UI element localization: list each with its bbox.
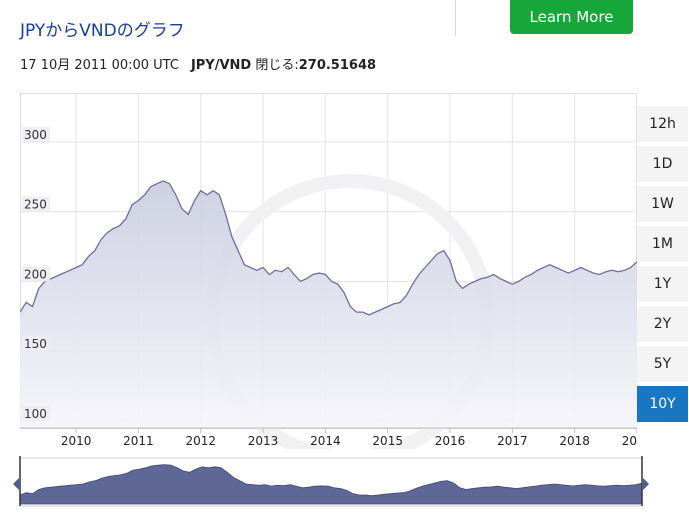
x-tick-label: 2013 — [248, 434, 279, 448]
series-area — [20, 180, 637, 428]
x-tick-label: 2011 — [123, 434, 154, 448]
y-tick-label: 100 — [24, 407, 47, 421]
x-tick-label: 2010 — [61, 434, 92, 448]
y-tick-bg — [22, 196, 50, 212]
y-tick-label: 300 — [24, 128, 47, 142]
range-button-1m[interactable]: 1M — [637, 226, 688, 262]
range-button-1w[interactable]: 1W — [637, 186, 688, 222]
navigator-handle-arrow — [643, 478, 649, 490]
y-tick-bg — [22, 336, 50, 352]
x-tick-label: 2012 — [185, 434, 216, 448]
range-navigator[interactable] — [12, 456, 651, 510]
y-tick-bg — [22, 266, 50, 282]
currency-pair: JPY/VND — [190, 58, 252, 73]
navigator-series — [19, 464, 643, 505]
close-value: 270.51648 — [298, 58, 377, 73]
learn-more-button[interactable]: Learn More — [510, 0, 633, 34]
close-label: 閉じる: — [255, 58, 299, 73]
x-tick-label: 2016 — [435, 434, 466, 448]
navigator-handle-arrow — [13, 478, 19, 490]
rate-info: 17 10月 2011 00:00 UTC JPY/VND 閉じる:270.516… — [20, 54, 376, 73]
navigator-handle-right[interactable] — [641, 456, 649, 506]
range-button-1d[interactable]: 1D — [637, 146, 688, 182]
y-tick-label: 250 — [24, 198, 47, 212]
header-divider — [455, 0, 456, 36]
x-tick-label: 2015 — [372, 434, 403, 448]
range-button-12h[interactable]: 12h — [637, 106, 688, 142]
navigator-handle-left[interactable] — [13, 456, 21, 506]
y-tick-label: 150 — [24, 337, 47, 351]
timestamp: 17 10月 2011 00:00 UTC — [20, 58, 179, 73]
range-button-5y[interactable]: 5Y — [637, 346, 688, 382]
series-line — [20, 180, 637, 316]
x-tick-label: 2019 — [622, 434, 637, 448]
range-button-10y[interactable]: 10Y — [637, 386, 688, 422]
y-tick-bg — [22, 126, 50, 142]
rate-chart[interactable]: 100 150 200 250 300 2010 2011 2012 2013 2014 2015 2… — [20, 93, 637, 449]
y-tick-bg — [22, 406, 50, 422]
range-button-1y[interactable]: 1Y — [637, 266, 688, 302]
x-tick-label: 2014 — [310, 434, 341, 448]
page-title: JPYからVNDのグラフ — [20, 21, 185, 41]
x-tick-label: 2018 — [559, 434, 590, 448]
y-tick-label: 200 — [24, 267, 47, 281]
range-button-2y[interactable]: 2Y — [637, 306, 688, 342]
x-tick-label: 2017 — [497, 434, 528, 448]
